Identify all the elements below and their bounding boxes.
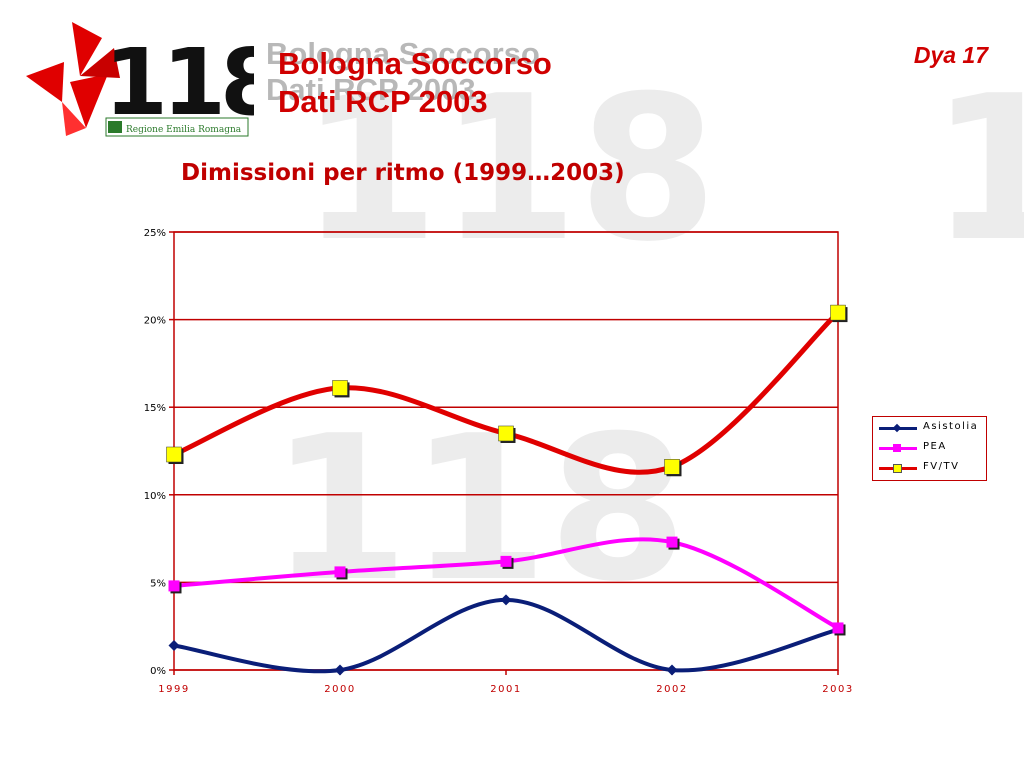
legend-item-asistolia: Asistolia (873, 421, 986, 435)
data-point-asistolia (334, 664, 346, 676)
legend-diamond-marker (892, 423, 902, 433)
data-point-fvtv (332, 380, 348, 396)
y-tick-label: 10% (144, 491, 166, 502)
series-line-pea (172, 537, 840, 630)
logo-region-text: Regione Emilia Romagna (126, 125, 242, 135)
title-shadow-2: Dati RCP 2003 (266, 72, 476, 107)
legend-square-marker (893, 464, 902, 473)
legend-label-asistolia: Asistolia (923, 421, 979, 432)
x-tick-label: 2000 (324, 684, 355, 695)
x-tick-label: 2001 (490, 684, 521, 695)
title-shadow-1: Bologna Soccorso (266, 36, 540, 71)
slide-id: Dya 17 (913, 42, 988, 68)
chart-legend: Asistolia PEA FV/TV (872, 416, 987, 481)
data-point-asistolia (666, 664, 678, 676)
x-tick-label: 2002 (656, 684, 687, 695)
watermark-118-right: 1 (930, 53, 1024, 286)
y-tick-label: 15% (144, 403, 166, 414)
data-point-pea (832, 622, 844, 634)
y-tick-label: 20% (144, 316, 166, 327)
legend-label-fvtv: FV/TV (923, 461, 960, 472)
x-tick-label: 1999 (158, 684, 189, 695)
data-point-pea (334, 566, 346, 578)
data-point-fvtv (498, 425, 514, 442)
legend-label-pea: PEA (923, 441, 947, 452)
data-point-asistolia (500, 594, 512, 606)
chart-subtitle: Dimissioni per ritmo (1999…2003) (181, 160, 625, 186)
watermark-118-top: 118 (300, 53, 718, 286)
page-title-line1: Bologna Soccorso (278, 46, 552, 81)
y-tick-label: 25% (144, 228, 166, 239)
legend-square-marker (893, 444, 901, 452)
data-point-pea (500, 555, 512, 567)
page-title-line2: Dati RCP 2003 (278, 84, 488, 119)
data-point-pea (666, 536, 678, 548)
y-tick-label: 5% (150, 578, 166, 589)
data-point-asistolia (168, 639, 180, 651)
data-point-pea (168, 580, 180, 592)
series-line-asistolia (172, 597, 840, 674)
data-point-fvtv (830, 304, 846, 321)
data-point-fvtv (166, 446, 182, 463)
star-of-life-icon (26, 22, 120, 136)
series-line-fvtv (171, 310, 841, 475)
data-point-fvtv (664, 459, 680, 475)
x-tick-label: 2003 (822, 684, 853, 695)
legend-item-pea: PEA (873, 441, 986, 455)
legend-item-fvtv: FV/TV (873, 461, 986, 475)
y-tick-label: 0% (150, 666, 166, 677)
